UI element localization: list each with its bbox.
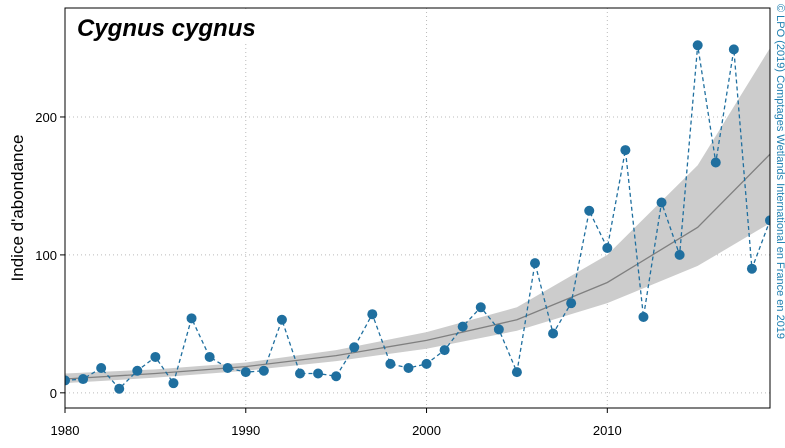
confidence-band — [65, 48, 770, 384]
data-point — [421, 358, 432, 369]
data-point — [168, 378, 179, 389]
x-tick-label: 1980 — [51, 423, 80, 438]
data-point — [674, 249, 685, 260]
data-point — [276, 314, 287, 325]
data-point — [96, 363, 107, 373]
data-point — [530, 258, 540, 269]
x-tick-label: 2000 — [412, 423, 441, 438]
data-point — [475, 302, 486, 313]
data-point — [602, 243, 613, 253]
data-point — [222, 363, 233, 373]
plot — [65, 40, 770, 394]
data-point — [746, 263, 757, 274]
data-point — [258, 365, 269, 376]
plot-border — [64, 7, 771, 409]
data-point — [65, 375, 70, 386]
data-point — [385, 358, 396, 369]
data-point — [295, 368, 305, 379]
chart-title: Cygnus cygnus — [77, 15, 256, 42]
data-point — [710, 157, 721, 168]
data-point — [150, 351, 161, 362]
data-point — [457, 321, 468, 332]
x-tick-label: 1990 — [231, 423, 260, 438]
data-point — [204, 351, 215, 362]
data-point — [548, 328, 559, 339]
x-tick-label: 2010 — [593, 423, 622, 438]
credit: © LPO (2019) Comptages Wetlands Internat… — [774, 4, 785, 339]
data-point — [728, 44, 739, 55]
data-point — [692, 40, 703, 51]
title-box — [66, 9, 294, 43]
data-point — [331, 371, 342, 382]
data-point — [493, 324, 504, 335]
data-point — [313, 368, 324, 379]
data-point — [656, 197, 667, 208]
y-axis-label: Indice d'abondance — [8, 135, 27, 282]
data-point — [620, 145, 631, 156]
data-point — [132, 365, 143, 376]
data-point — [403, 363, 414, 373]
data-point — [367, 309, 378, 320]
y-tick-label: 200 — [35, 110, 57, 125]
data-point — [114, 383, 125, 394]
data-point — [566, 298, 577, 309]
y-tick-label: 100 — [35, 248, 57, 263]
data-point — [439, 345, 450, 356]
series-line — [65, 45, 770, 390]
data-point — [765, 215, 770, 226]
data-point — [511, 367, 522, 378]
data-point — [584, 205, 595, 216]
data-point — [349, 342, 360, 353]
data-point — [78, 374, 89, 385]
data-point — [186, 313, 197, 324]
trend-line — [65, 153, 770, 380]
data-point — [638, 311, 649, 322]
y-tick-label: 0 — [50, 386, 57, 401]
data-point — [240, 367, 251, 378]
